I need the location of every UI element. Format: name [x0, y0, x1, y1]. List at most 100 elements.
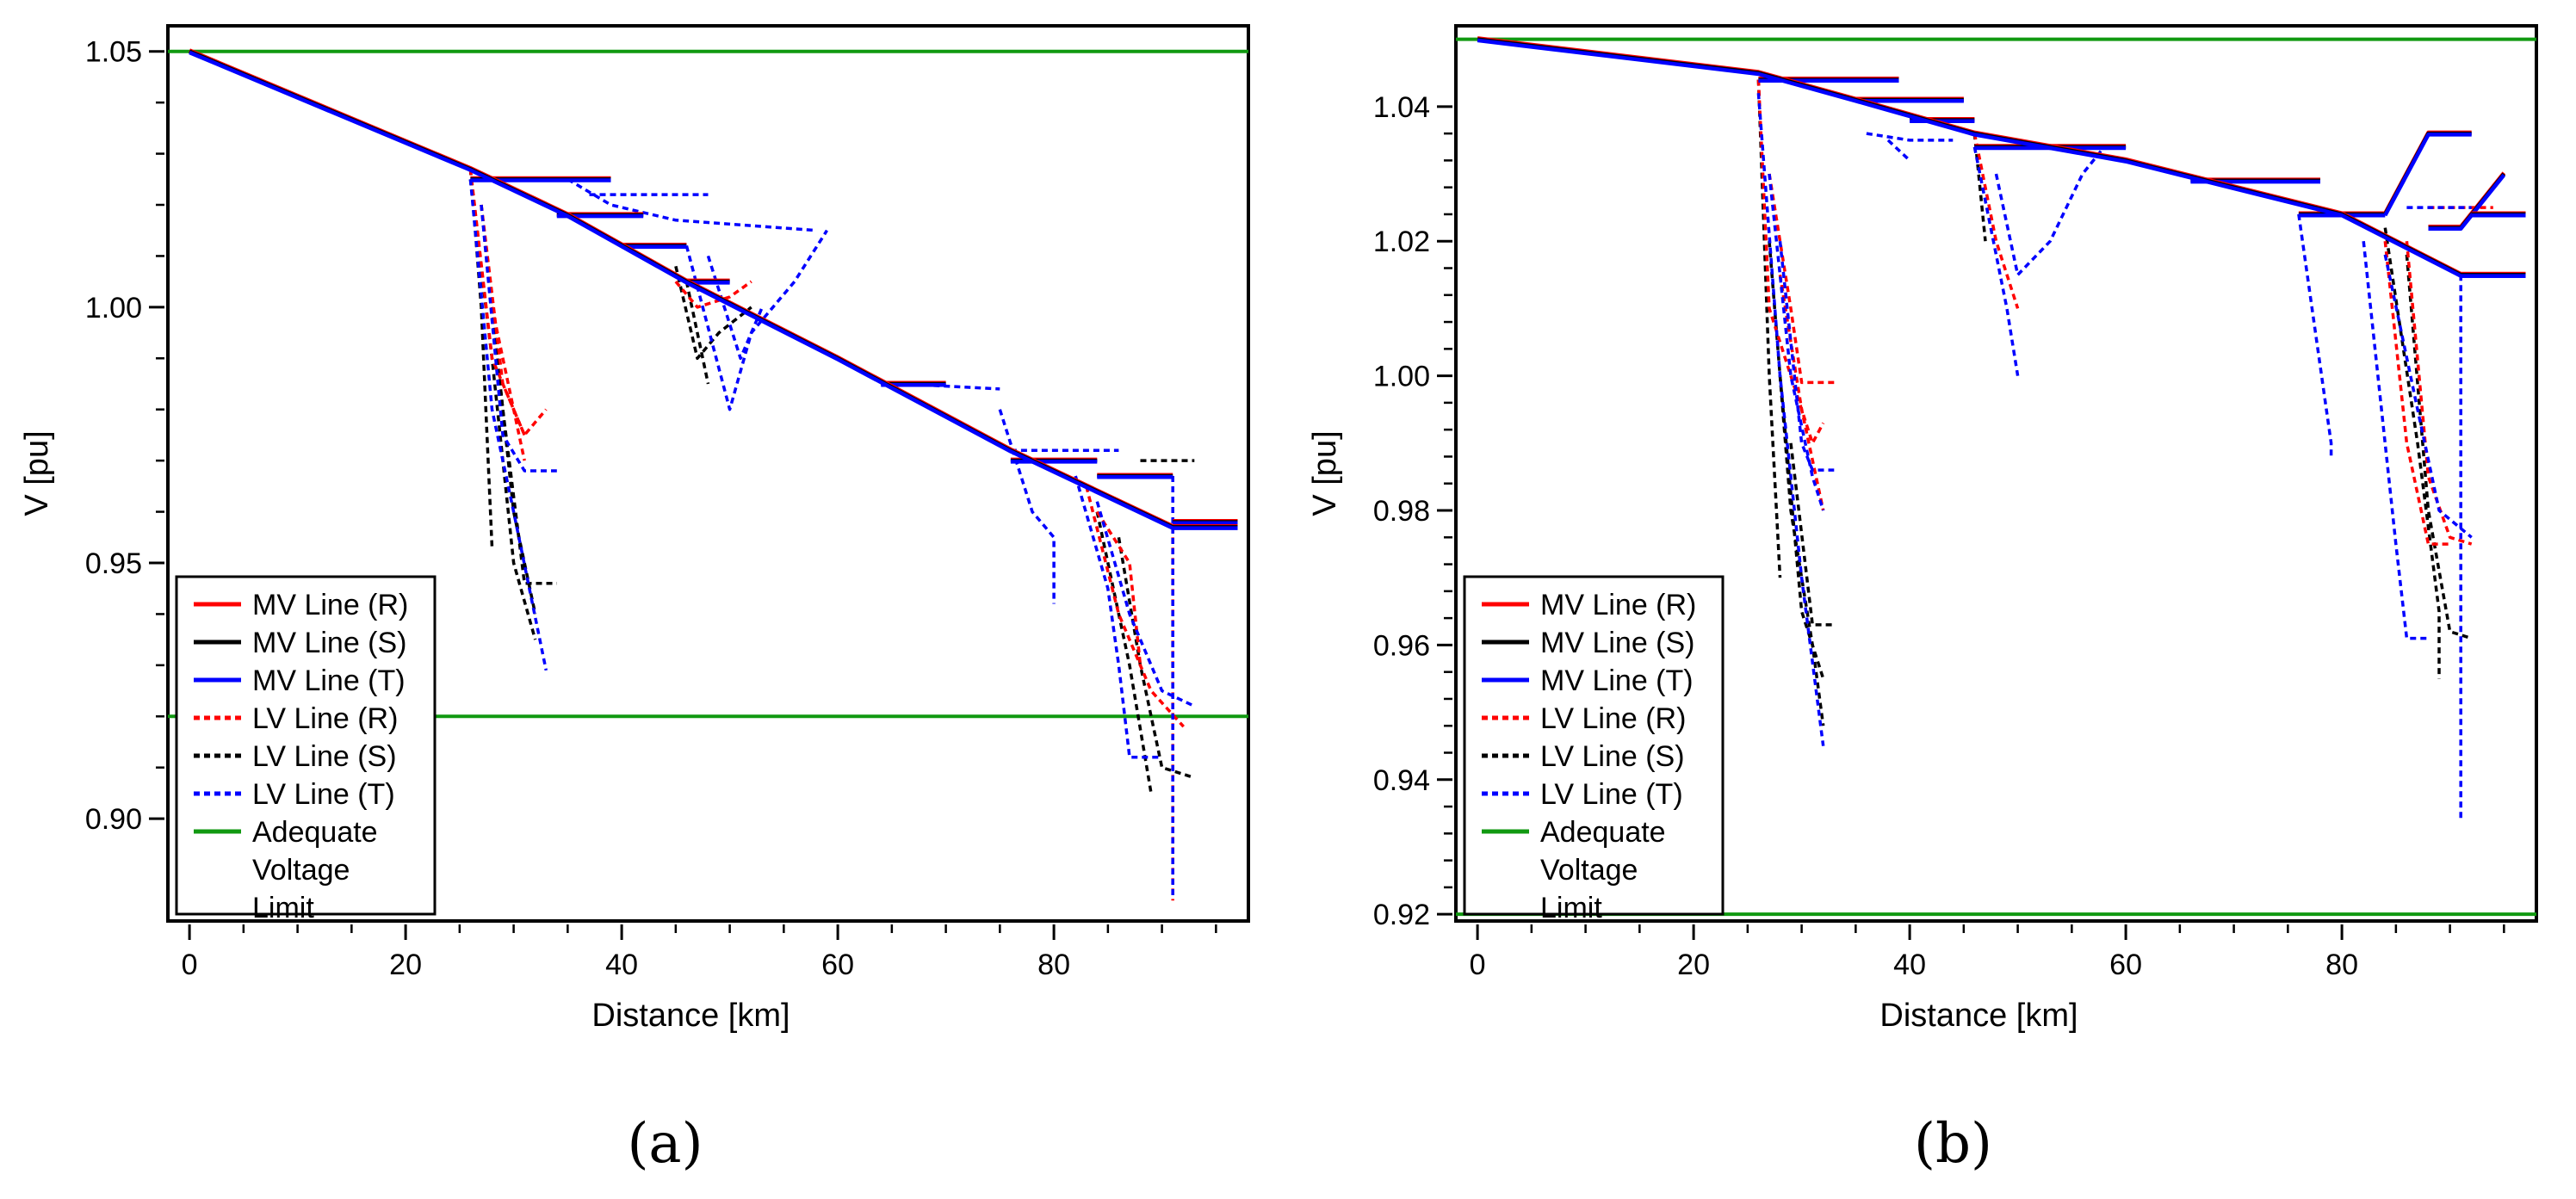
- mv-s-branch-6: [2383, 131, 2472, 215]
- legend-label-adequate-2: Voltage: [1540, 854, 1638, 887]
- y-axis-label: V [pu]: [1307, 430, 1343, 516]
- lv-t-line-9: [2383, 254, 2473, 539]
- legend-label-lv-r: LV Line (R): [252, 702, 398, 735]
- legend-box: [1463, 575, 1725, 916]
- x-tick-label: 20: [389, 949, 422, 981]
- x-tick-label: 80: [2325, 949, 2358, 981]
- legend-label-adequate-2: Voltage: [252, 854, 350, 887]
- x-tick-label: 40: [1893, 949, 1926, 981]
- x-axis-label: Distance [km]: [1879, 998, 2078, 1034]
- legend-label-mv-s: MV Line (S): [1540, 627, 1695, 659]
- lv-s-line-4: [674, 265, 752, 361]
- y-tick-label: 0.92: [1373, 899, 1430, 931]
- lv-s-line-6: [1095, 511, 1153, 794]
- lv-t-line-0: [468, 179, 548, 671]
- legend-label-adequate-1: Adequate: [252, 816, 378, 849]
- y-tick-label: 0.90: [85, 803, 142, 836]
- lv-s-line-2: [1778, 375, 1825, 680]
- y-tick-label: 1.00: [1373, 361, 1430, 393]
- y-tick-label: 1.05: [85, 36, 142, 69]
- lv-t-line-5: [1972, 146, 2020, 376]
- lv-s-line-4: [1972, 133, 1987, 242]
- lv-s-line-5: [684, 281, 710, 385]
- mv-s-trunk: [189, 49, 1238, 529]
- lv-r-line-0: [1756, 79, 1825, 445]
- lv-t-line-9: [1074, 475, 1162, 759]
- panel-label: (b): [1914, 1112, 1992, 1176]
- legend-label-adequate-1: Adequate: [1540, 816, 1666, 849]
- chart-b: 0 20 40 60 80 0.92 0.94 0.96 0.98 1.00 1.02 1.04 Dis…: [1307, 24, 2538, 1176]
- panel-b: 0 20 40 60 80 0.92 0.94 0.96 0.98 1.00 1.02 1.04 Dis…: [1288, 0, 2576, 1199]
- legend-label-mv-t: MV Line (T): [252, 664, 406, 697]
- lv-r-line-0: [468, 169, 526, 436]
- lv-t-line-1: [1768, 173, 1825, 511]
- y-tick-label: 1.00: [85, 292, 142, 324]
- chart-a: 0 20 40 60 80 0.90 0.95 1.00 1.05 Distance [km] V …: [19, 24, 1250, 1176]
- legend-label-lv-r: LV Line (R): [1540, 702, 1686, 735]
- lv-t-line-7: [998, 409, 1056, 604]
- mv-r-trunk: [189, 48, 1238, 528]
- x-tick-label: 0: [1470, 949, 1486, 981]
- x-tick-label: 60: [821, 949, 854, 981]
- legend-label-adequate-3: Limit: [1540, 892, 1602, 924]
- legend-label-adequate-3: Limit: [252, 892, 314, 924]
- x-tick-label: 40: [605, 949, 638, 981]
- panel-a: 0 20 40 60 80 0.90 0.95 1.00 1.05 Distance [km] V …: [19, 24, 1250, 1176]
- y-tick-label: 1.02: [1373, 226, 1430, 258]
- lv-t-line-7: [2297, 213, 2333, 457]
- lv-r-line-3: [1972, 133, 2020, 309]
- lv-s-line-7: [1117, 537, 1195, 780]
- legend-label-lv-t: LV Line (T): [1540, 778, 1683, 811]
- lv-t-line-3: [1866, 132, 1954, 142]
- lv-t-line-5: [706, 255, 764, 361]
- x-tick-label: 20: [1677, 949, 1710, 981]
- lv-s-line-3: [1789, 442, 1835, 627]
- lv-s-line-2: [480, 204, 557, 585]
- mv-s-trunk: [1477, 37, 2526, 277]
- y-tick-label: 0.96: [1373, 629, 1430, 662]
- lv-r-line-1: [1768, 173, 1835, 385]
- lv-t-line-2: [567, 177, 817, 232]
- lv-t-line-1: [480, 204, 557, 473]
- x-tick-label: 0: [182, 949, 198, 981]
- lv-t-line-6: [1994, 145, 2106, 277]
- x-axis-label: Distance [km]: [591, 998, 790, 1034]
- legend-label-mv-s: MV Line (S): [252, 627, 407, 659]
- lv-r-line-2: [490, 306, 526, 461]
- lv-t-line-8: [2362, 241, 2429, 640]
- mv-t-branch-7: [2428, 173, 2506, 232]
- y-tick-label: 1.04: [1373, 91, 1430, 124]
- lv-t-line-2: [1778, 241, 1835, 472]
- y-tick-label: 0.98: [1373, 495, 1430, 528]
- legend-label-mv-t: MV Line (T): [1540, 664, 1694, 697]
- mv-t-branch-6: [2383, 133, 2472, 217]
- legend-label-lv-s: LV Line (S): [1540, 740, 1685, 773]
- x-tick-label: 60: [2109, 949, 2142, 981]
- mv-t-trunk: [1477, 38, 2526, 278]
- lv-r-line-5: [2405, 241, 2473, 546]
- panel-label: (a): [627, 1112, 703, 1176]
- legend-label-lv-s: LV Line (S): [252, 740, 397, 773]
- lv-s-line-5: [2383, 227, 2441, 679]
- lv-t-line-10: [1095, 501, 1196, 708]
- plot-frame: [1454, 24, 2538, 923]
- lv-r-line-5: [1095, 510, 1142, 666]
- lv-t-line-4: [1886, 139, 1911, 162]
- legend-label-mv-r: MV Line (R): [252, 589, 408, 621]
- plot-frame: [166, 24, 1250, 923]
- y-axis-label: V [pu]: [19, 430, 55, 516]
- legend-label-mv-r: MV Line (R): [1540, 589, 1696, 621]
- x-tick-label: 80: [1037, 949, 1070, 981]
- legend: MV Line (R) MV Line (S) MV Line (T) LV Line…: [175, 575, 437, 924]
- legend: MV Line (R) MV Line (S) MV Line (T) LV Line…: [1463, 575, 1725, 924]
- lv-s-line-6: [2405, 254, 2473, 640]
- y-tick-label: 0.94: [1373, 764, 1430, 797]
- y-tick-label: 0.95: [85, 547, 142, 580]
- lv-r-line-4: [1085, 485, 1185, 728]
- lv-r-line-2: [1778, 275, 1825, 511]
- legend-label-lv-t: LV Line (T): [252, 778, 395, 811]
- mv-r-trunk: [1477, 36, 2526, 276]
- mv-t-trunk: [189, 50, 1238, 530]
- mv-r-branch-6: [2383, 130, 2472, 214]
